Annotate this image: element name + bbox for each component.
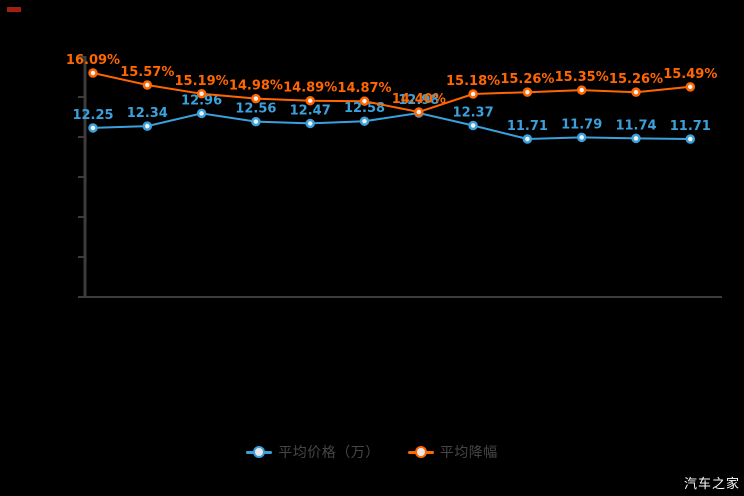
data-point[interactable] xyxy=(305,95,315,106)
data-point[interactable] xyxy=(305,118,315,129)
data-point[interactable] xyxy=(522,134,533,144)
data-point[interactable] xyxy=(196,108,207,119)
price-ring-icon xyxy=(253,446,266,458)
data-point[interactable] xyxy=(251,93,261,104)
data-point[interactable] xyxy=(685,82,696,92)
legend-item-discount[interactable]: 平均降幅 xyxy=(407,442,498,462)
data-point[interactable] xyxy=(468,89,478,99)
data-point-label: 12.37 xyxy=(453,105,494,120)
legend-item-price[interactable]: 平均价格（万） xyxy=(246,442,380,462)
series-layer: 12.25 12.34 12.96 12.56 12.47 12.58 12.98 12.37… xyxy=(66,53,717,144)
data-point-label: 15.26% xyxy=(500,72,554,87)
data-point[interactable] xyxy=(576,132,587,143)
data-point-label: 15.49% xyxy=(663,67,717,82)
data-point[interactable] xyxy=(631,87,641,97)
data-point-label: 11.74 xyxy=(615,118,656,133)
data-point-label: 15.19% xyxy=(175,74,229,89)
discount-line-marker-icon xyxy=(407,446,434,458)
discount-ring-icon xyxy=(414,446,427,458)
data-point[interactable] xyxy=(196,89,207,99)
series-line-0 xyxy=(92,111,691,141)
data-point[interactable] xyxy=(359,96,370,106)
data-point[interactable] xyxy=(685,134,696,144)
data-point-label: 12.34 xyxy=(127,106,168,121)
data-point[interactable] xyxy=(576,85,587,95)
data-point-label: 11.71 xyxy=(507,119,548,134)
data-point[interactable] xyxy=(142,80,153,90)
data-point[interactable] xyxy=(631,133,641,144)
data-point-label: 15.57% xyxy=(120,65,174,80)
data-point-label: 12.98 xyxy=(398,93,439,108)
data-point-label: 16.09% xyxy=(66,53,120,68)
data-point-label: 14.89% xyxy=(283,81,337,96)
data-point-label: 15.35% xyxy=(555,70,609,85)
data-point-label: 11.71 xyxy=(670,119,711,134)
watermark: 汽车之家 xyxy=(683,477,740,492)
data-point-label: 12.58 xyxy=(344,101,385,116)
data-point-label: 12.47 xyxy=(290,103,331,118)
legend-label-discount: 平均降幅 xyxy=(439,445,498,461)
chart-legend: 平均价格（万） 平均降幅 xyxy=(0,442,744,462)
data-point-label: 15.26% xyxy=(609,72,663,87)
y-axis-ticks xyxy=(78,56,85,298)
data-point[interactable] xyxy=(522,87,533,97)
data-point-label: 14.87% xyxy=(337,81,391,96)
data-point[interactable] xyxy=(359,116,370,126)
price-line-marker-icon xyxy=(246,446,273,458)
data-point-label: 12.96 xyxy=(181,93,222,108)
data-point-label: 15.18% xyxy=(446,74,500,89)
corner-mark xyxy=(7,7,21,12)
data-point-label: 11.79 xyxy=(561,117,602,132)
legend-label-price: 平均价格（万） xyxy=(278,445,380,461)
data-point[interactable] xyxy=(142,121,153,131)
data-point-label: 12.25 xyxy=(72,108,113,123)
data-point-label: 12.56 xyxy=(235,102,276,117)
data-point[interactable] xyxy=(468,120,478,131)
data-point[interactable] xyxy=(88,68,98,78)
series-line-1 xyxy=(92,72,691,114)
data-point-label: 14.40% xyxy=(392,92,446,107)
data-point[interactable] xyxy=(88,123,98,133)
data-point[interactable] xyxy=(251,116,261,127)
data-point-label: 14.98% xyxy=(229,79,283,94)
data-point[interactable] xyxy=(414,107,424,117)
